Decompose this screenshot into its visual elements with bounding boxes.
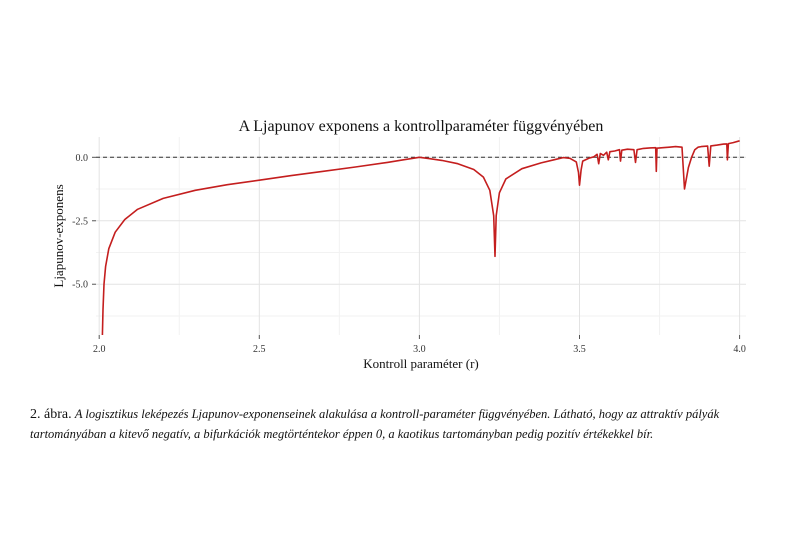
chart-title: A Ljapunov exponens a kontrollparaméter … (239, 118, 604, 135)
caption-text: A logisztikus leképezés Ljapunov-exponen… (30, 407, 720, 441)
plot-area (96, 137, 746, 335)
y-tick-label: -2.5 (72, 216, 88, 227)
x-tick-label: 3.5 (573, 344, 586, 355)
axis-ticks: 2.0 2.5 3.0 3.5 4.0 0.0 -2.5 -5.0 (72, 153, 746, 355)
x-tick-label: 3.0 (413, 344, 426, 355)
lyapunov-chart: A Ljapunov exponens a kontrollparaméter … (51, 118, 746, 371)
caption-label: 2. ábra. (30, 407, 72, 422)
figure-caption: 2. ábra. A logisztikus leképezés Ljapuno… (30, 404, 775, 444)
x-tick-label: 4.0 (733, 344, 746, 355)
y-tick-label: -5.0 (72, 280, 88, 291)
grid (96, 137, 746, 335)
lyapunov-series-line (101, 140, 740, 336)
x-tick-label: 2.5 (253, 344, 266, 355)
y-tick-label: 0.0 (76, 153, 89, 164)
y-axis-label: Ljapunov-exponens (51, 184, 66, 287)
x-axis-label: Kontroll paraméter (r) (363, 356, 479, 371)
x-tick-label: 2.0 (93, 344, 106, 355)
